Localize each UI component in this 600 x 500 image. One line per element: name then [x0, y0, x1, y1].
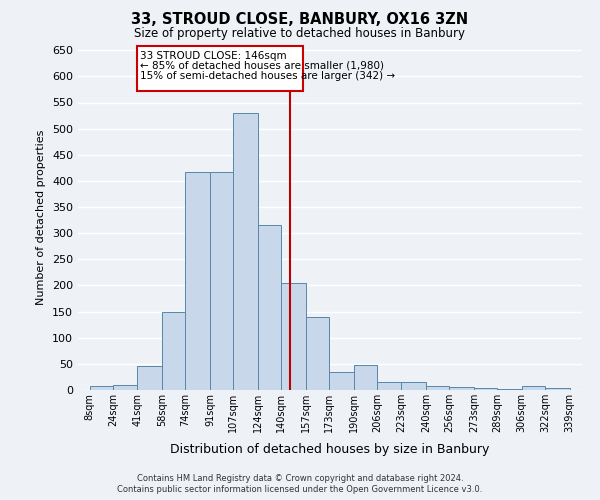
Bar — [113, 385, 137, 390]
Bar — [89, 386, 113, 390]
Text: 33, STROUD CLOSE, BANBURY, OX16 3ZN: 33, STROUD CLOSE, BANBURY, OX16 3ZN — [131, 12, 469, 28]
Bar — [258, 226, 281, 390]
Bar — [426, 386, 449, 390]
Bar — [401, 382, 426, 390]
Bar — [137, 46, 303, 91]
Bar — [281, 283, 306, 390]
Text: Size of property relative to detached houses in Banbury: Size of property relative to detached ho… — [134, 28, 466, 40]
Bar — [233, 113, 258, 390]
X-axis label: Distribution of detached houses by size in Banbury: Distribution of detached houses by size … — [170, 444, 490, 456]
Text: Contains HM Land Registry data © Crown copyright and database right 2024.
Contai: Contains HM Land Registry data © Crown c… — [118, 474, 482, 494]
Text: ← 85% of detached houses are smaller (1,980): ← 85% of detached houses are smaller (1,… — [140, 60, 385, 70]
Text: 33 STROUD CLOSE: 146sqm: 33 STROUD CLOSE: 146sqm — [140, 52, 287, 62]
Bar — [545, 388, 569, 390]
Bar — [210, 172, 233, 390]
Bar — [449, 388, 474, 390]
Bar — [474, 388, 497, 390]
Bar — [377, 382, 401, 390]
Bar — [162, 312, 185, 390]
Bar — [353, 365, 377, 390]
Y-axis label: Number of detached properties: Number of detached properties — [37, 130, 46, 305]
Bar — [497, 389, 522, 390]
Bar — [522, 386, 545, 390]
Bar — [137, 366, 162, 390]
Text: 15% of semi-detached houses are larger (342) →: 15% of semi-detached houses are larger (… — [140, 71, 395, 81]
Bar — [329, 372, 353, 390]
Bar — [185, 172, 210, 390]
Bar — [306, 317, 329, 390]
